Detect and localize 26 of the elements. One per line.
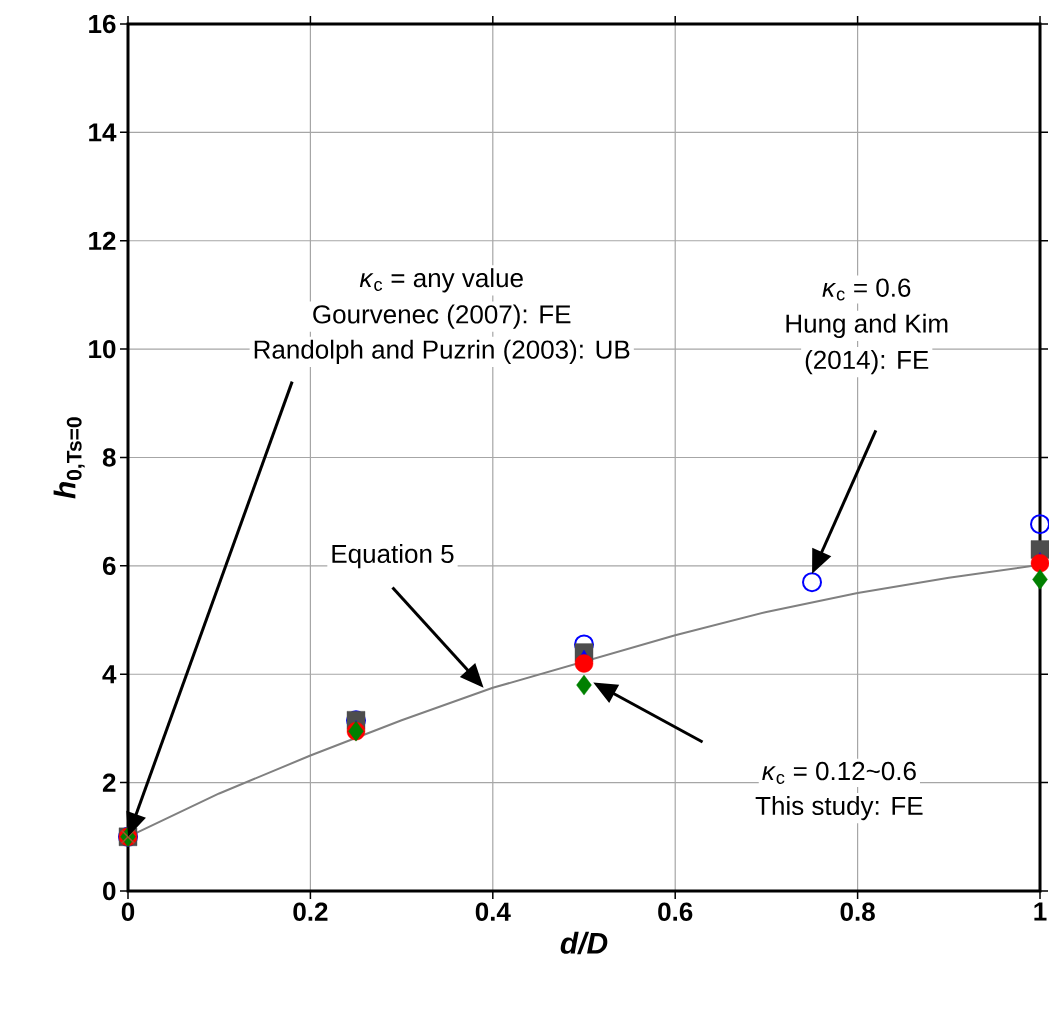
annotation: This study: FE (755, 795, 923, 821)
x-axis-title: d/D (560, 931, 608, 955)
x-tick-label: 0.8 (840, 902, 875, 921)
y-tick-label: 8 (102, 448, 116, 467)
y-tick-label: 4 (102, 665, 117, 684)
x-tick-label: 1 (1034, 902, 1047, 921)
y-tick-label: 14 (89, 123, 117, 142)
y-axis-title: h$_{0,Ts=0}$ (53, 417, 85, 499)
annotation: κ$_{c}$ = 0.6 (822, 278, 911, 301)
annotation: Equation 5 (332, 544, 454, 569)
annotation: κ$_{c}$ = any value (359, 268, 523, 293)
annotation: Randolph and Puzrin (2003): UB (254, 339, 630, 364)
annotation: (2014): FE (805, 350, 929, 375)
annotation: Gourvenec (2007): FE (313, 304, 571, 329)
x-tick-label: 0 (121, 902, 135, 921)
y-tick-label: 0 (103, 881, 116, 901)
x-tick-label: 0.2 (293, 902, 328, 921)
y-tick-label: 2 (102, 773, 116, 792)
x-tick-label: 0.6 (658, 902, 693, 921)
y-tick-label: 12 (89, 231, 116, 250)
x-tick-label: 0.4 (475, 902, 511, 921)
annotation: Hung and Kim (786, 313, 948, 338)
annotation: κ$_{c}$ = 0.12~0.6 (762, 761, 916, 784)
y-tick-label: 6 (102, 556, 116, 576)
y-tick-label: 16 (89, 14, 116, 34)
y-tick-label: 10 (89, 339, 116, 359)
